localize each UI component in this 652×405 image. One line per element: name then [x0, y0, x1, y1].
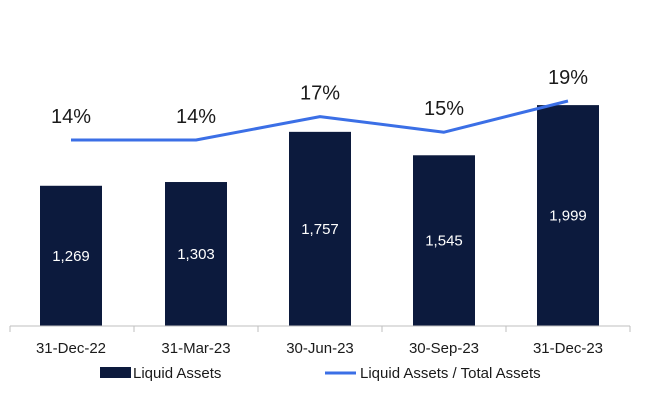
bars-group: 1,269 1,303 1,757 1,545 1,999	[40, 105, 599, 326]
legend-bar-label: Liquid Assets	[133, 365, 221, 382]
ratio-value-label: 14%	[51, 106, 91, 128]
x-tick-label: 31-Mar-23	[161, 340, 230, 357]
x-tick-label: 30-Sep-23	[409, 340, 479, 357]
x-ticks-group	[9, 326, 631, 332]
legend-bar-swatch	[100, 367, 131, 378]
legend: Liquid Assets Liquid Assets / Total Asse…	[100, 365, 541, 382]
x-tick-label: 31-Dec-22	[36, 340, 106, 357]
bar-31-Mar-23	[165, 182, 227, 326]
ratio-series-line	[71, 99, 569, 142]
ratio-value-label: 14%	[176, 106, 216, 128]
bar-value-label: 1,269	[52, 248, 90, 265]
x-tick-labels: 31-Dec-22 31-Mar-23 30-Jun-23 30-Sep-23 31-D…	[36, 340, 603, 357]
bar-value-label: 1,757	[301, 221, 339, 238]
x-tick-label: 31-Dec-23	[533, 340, 603, 357]
ratio-value-label: 19%	[548, 67, 588, 89]
x-tick-label: 30-Jun-23	[286, 340, 354, 357]
ratio-labels-group: 14% 14% 17% 15% 19%	[51, 67, 588, 128]
bar-value-label: 1,545	[425, 233, 463, 250]
bar-30-Sep-23	[413, 155, 475, 326]
legend-line-label: Liquid Assets / Total Assets	[360, 365, 541, 382]
bar-31-Dec-22	[40, 185, 102, 326]
bar-31-Dec-23	[537, 105, 599, 326]
bar-value-label: 1,303	[177, 246, 215, 263]
ratio-value-label: 17%	[300, 83, 340, 105]
bar-30-Jun-23	[289, 131, 351, 326]
ratio-value-label: 15%	[424, 98, 464, 120]
bar-value-label: 1,999	[549, 208, 587, 225]
